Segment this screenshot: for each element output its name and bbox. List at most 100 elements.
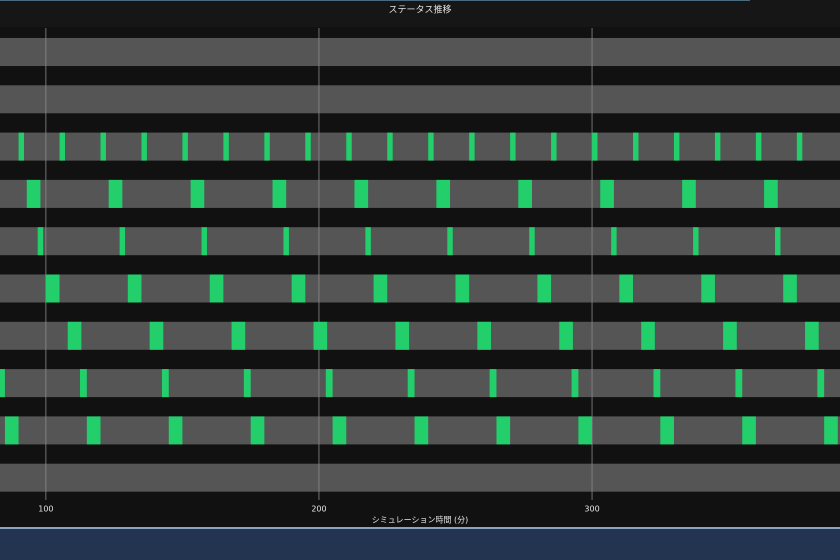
plot [0,28,840,500]
status-segment [783,274,797,303]
status-segment [428,132,434,161]
status-segment [305,132,311,161]
status-segment [190,179,205,208]
status-segment [395,321,410,350]
status-segment [272,179,287,208]
status-segment [764,179,778,208]
status-segment [67,321,82,350]
status-segment [0,369,5,398]
x-tick-label: 300 [584,505,599,514]
scrollbar[interactable] [0,527,840,560]
status-segment [161,369,169,398]
status-segment [223,132,229,161]
row-bar [0,321,840,350]
status-segment [436,179,451,208]
status-segment [805,321,819,350]
status-segment [693,227,699,256]
status-segment [387,132,393,161]
status-segment [641,321,655,350]
status-segment [578,416,593,445]
status-segment [817,369,825,398]
status-segment [37,227,44,256]
status-segment [571,369,579,398]
row-bar [0,227,840,256]
status-segment [682,179,696,208]
status-segment [291,274,306,303]
status-segment [182,132,188,161]
status-segment [313,321,328,350]
status-segment [231,321,246,350]
status-segment [742,416,756,445]
status-segment [496,416,511,445]
status-segment [489,369,497,398]
status-segment [537,274,552,303]
status-segment [407,369,415,398]
status-segment [723,321,737,350]
status-segment [755,132,762,161]
status-segment [168,416,183,445]
status-segment [529,227,535,256]
title-bar [0,0,840,27]
status-segment [414,416,429,445]
status-segment [149,321,164,350]
status-segment [243,369,251,398]
status-segment [673,132,680,161]
status-segment [332,416,347,445]
status-segment [633,132,639,161]
status-segment [619,274,634,303]
x-axis-label: シミュレーション時間 (分) [372,516,468,525]
status-segment [86,416,101,445]
chart-title: ステータス推移 [388,4,451,16]
status-segment [551,132,557,161]
status-segment [141,132,147,161]
status-segment [373,274,388,303]
status-segment [469,132,475,161]
status-segment [611,227,617,256]
status-segment [45,274,60,303]
status-segment [264,132,270,161]
status-segment [518,179,532,208]
status-segment [824,416,838,445]
status-segment [714,132,721,161]
status-segment [59,132,65,161]
status-segment [477,321,492,350]
row-bar [0,85,840,114]
row-bar [0,38,840,66]
status-segment [119,227,126,256]
status-segment [283,227,289,256]
status-segment [80,369,87,398]
status-segment [510,132,516,161]
status-segment [701,274,715,303]
status-segment [735,369,743,398]
row-bar [0,369,840,398]
x-tick-label: 200 [311,505,326,514]
status-segment [325,369,333,398]
status-segment [18,132,25,161]
status-segment [592,132,598,161]
status-segment [201,227,207,256]
status-segment [559,321,573,350]
x-tick-label: 100 [38,505,53,514]
status-segment [660,416,674,445]
status-segment [346,132,352,161]
status-segment [26,179,41,208]
status-segment [653,369,661,398]
status-segment [775,227,781,256]
row-bar [0,132,840,161]
status-segment [250,416,265,445]
status-segment [447,227,453,256]
status-segment [600,179,614,208]
status-segment [4,416,19,445]
status-segment [100,132,106,161]
status-segment [455,274,470,303]
status-segment [354,179,369,208]
status-segment [209,274,224,303]
status-segment [796,132,803,161]
status-segment [365,227,371,256]
status-segment [127,274,142,303]
status-segment [108,179,123,208]
row-bar [0,463,840,492]
row-bar [0,179,840,208]
